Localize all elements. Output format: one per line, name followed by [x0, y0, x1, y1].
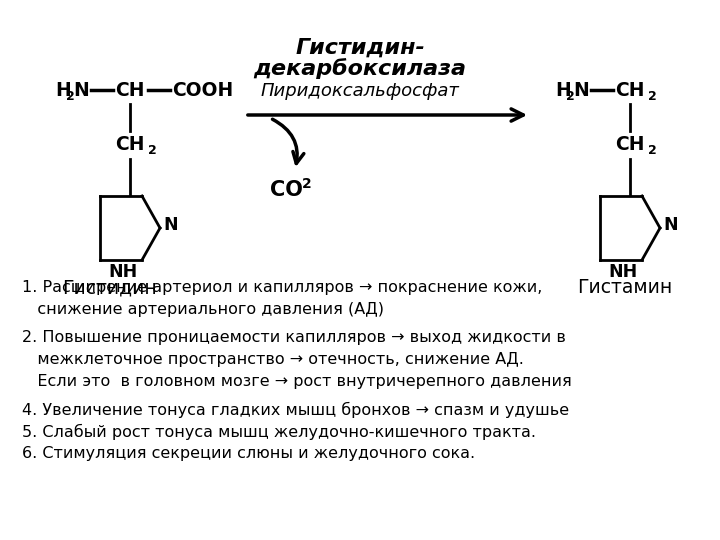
Text: Если это  в головном мозге → рост внутричерепного давления: Если это в головном мозге → рост внутрич…: [22, 374, 572, 389]
Text: 5. Слабый рост тонуса мышц желудочно-кишечного тракта.: 5. Слабый рост тонуса мышц желудочно-киш…: [22, 424, 536, 440]
Text: 6. Стимуляция секреции слюны и желудочного сока.: 6. Стимуляция секреции слюны и желудочно…: [22, 446, 475, 461]
Text: NH: NH: [109, 263, 138, 281]
Text: CH: CH: [615, 136, 644, 154]
Text: N: N: [663, 216, 678, 234]
Text: снижение артериального давления (АД): снижение артериального давления (АД): [22, 302, 384, 317]
Text: 2: 2: [566, 90, 575, 103]
Text: 2. Повышение проницаемости капилляров → выход жидкости в: 2. Повышение проницаемости капилляров → …: [22, 330, 566, 345]
Text: CH: CH: [115, 80, 145, 99]
Text: CH: CH: [615, 80, 644, 99]
Text: H: H: [55, 80, 71, 99]
Text: 2: 2: [302, 177, 312, 191]
Text: Гистамин: Гистамин: [577, 278, 672, 297]
Text: N: N: [73, 80, 89, 99]
Text: 1. Расширение артериол и капилляров → покраснение кожи,: 1. Расширение артериол и капилляров → по…: [22, 280, 542, 295]
Text: H: H: [555, 80, 571, 99]
Text: COOH: COOH: [172, 80, 233, 99]
Text: Гистидин: Гистидин: [63, 278, 158, 297]
Text: 2: 2: [66, 90, 75, 103]
Text: CH: CH: [115, 136, 145, 154]
Text: 4. Увеличение тонуса гладких мышц бронхов → спазм и удушье: 4. Увеличение тонуса гладких мышц бронхо…: [22, 402, 569, 418]
Text: декарбоксилаза: декарбоксилаза: [253, 58, 467, 79]
Text: NH: NH: [608, 263, 638, 281]
Text: N: N: [573, 80, 589, 99]
Text: Гистидин-: Гистидин-: [295, 38, 425, 58]
Text: 2: 2: [648, 90, 657, 103]
Text: N: N: [163, 216, 178, 234]
Text: 2: 2: [148, 145, 157, 158]
Text: 2: 2: [648, 145, 657, 158]
Text: межклеточное пространство → отечность, снижение АД.: межклеточное пространство → отечность, с…: [22, 352, 524, 367]
Text: Пиридоксальфосфат: Пиридоксальфосфат: [261, 82, 459, 100]
Text: CO: CO: [270, 180, 303, 200]
